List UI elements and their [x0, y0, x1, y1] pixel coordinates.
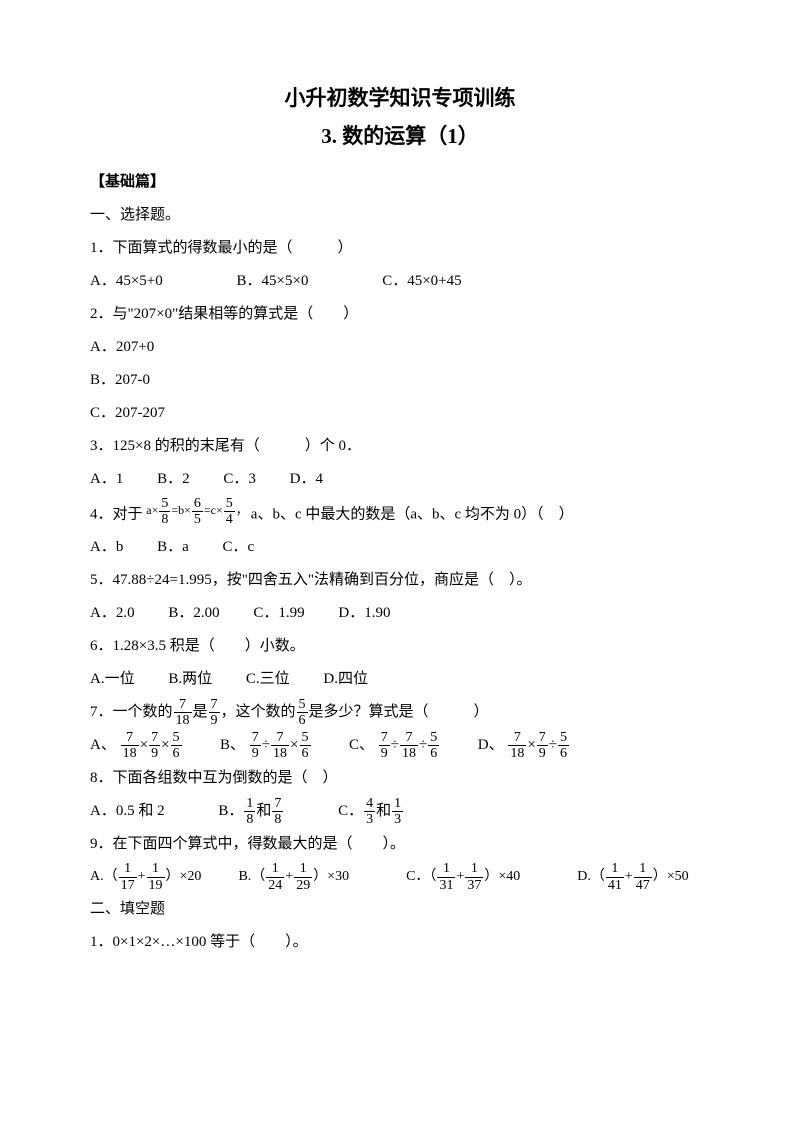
- q6-c: C.三位: [246, 671, 290, 687]
- q6-d: D.四位: [323, 671, 368, 687]
- q5-a: A．2.0: [90, 605, 135, 621]
- q4-ob: B．a: [157, 539, 189, 555]
- q4-post: a、b、c 中最大的数是（a、b、c 均不为 0）（ ）: [251, 506, 574, 522]
- q2-text: 2．与"207×0"结果相等的算式是（ ）: [90, 298, 710, 331]
- q5-text: 5．47.88÷24=1.995，按"四舍五入"法精确到百分位，商应是（ ）。: [90, 564, 710, 597]
- q3-text: 3．125×8 的积的末尾有（ ）个 0．: [90, 430, 710, 463]
- page: 小升初数学知识专项训练 3. 数的运算（1） 【基础篇】 一、选择题。 1．下面…: [0, 0, 800, 1019]
- q9-text: 9．在下面四个算式中，得数最大的是（ ）。: [90, 828, 710, 861]
- q6-b: B.两位: [168, 671, 212, 687]
- q3-d: D．4: [290, 471, 323, 487]
- q4-pre: 4．对于: [90, 506, 143, 522]
- q5-b: B．2.00: [168, 605, 219, 621]
- q1-options: A．45×5+0 B．45×5×0 C．45×0+45: [90, 265, 710, 298]
- q1-b: B．45×5×0: [237, 273, 309, 289]
- q8-options: A．0.5 和 2 B．18和78 C．43和13: [90, 795, 710, 828]
- q3-b: B．2: [157, 471, 190, 487]
- q8-b: B．: [218, 803, 243, 819]
- q5-c: C．1.99: [253, 605, 304, 621]
- q7-oa: A、: [90, 737, 116, 753]
- main-title: 小升初数学知识专项训练: [90, 80, 710, 118]
- q7-text: 7．一个数的718是79，这个数的56是多少？算式是（ ）: [90, 696, 710, 729]
- q8-c: C．: [338, 803, 363, 819]
- q3-a: A．1: [90, 471, 123, 487]
- q6-a: A.一位: [90, 671, 135, 687]
- q4-text: 4．对于 a×58=b×65=c×54， a、b、c 中最大的数是（a、b、c …: [90, 496, 710, 532]
- q5-options: A．2.0 B．2.00 C．1.99 D．1.90: [90, 597, 710, 630]
- q4-oc: C．c: [223, 539, 255, 555]
- section1-heading: 一、选择题。: [90, 199, 710, 232]
- q4-oa: A．b: [90, 539, 123, 555]
- q4-a: a×: [146, 503, 158, 517]
- q7-options: A、 718×79×56 B、 79÷718×56 C、 79÷718÷56 D…: [90, 729, 710, 762]
- q2-a: A．207+0: [90, 331, 710, 364]
- q1-c: C．45×0+45: [382, 273, 461, 289]
- q9-d: D.（: [577, 869, 605, 884]
- q6-text: 6．1.28×3.5 积是（ ）小数。: [90, 630, 710, 663]
- section-basic: 【基础篇】: [90, 166, 710, 199]
- q2-c: C．207-207: [90, 397, 710, 430]
- fill-q1: 1．0×1×2×…×100 等于（ ）。: [90, 926, 710, 959]
- q4-options: A．b B．a C．c: [90, 531, 710, 564]
- q3-c: C．3: [223, 471, 256, 487]
- q9-b: B.（: [238, 869, 265, 884]
- q9-options: A.（117+119）×20 B.（124+129）×30 C．（131+137…: [90, 861, 710, 893]
- q8-text: 8．下面各组数中互为倒数的是（ ）: [90, 762, 710, 795]
- subtitle: 3. 数的运算（1）: [90, 118, 710, 156]
- q1-a: A．45×5+0: [90, 273, 163, 289]
- q7-od: D、: [478, 737, 504, 753]
- q2-b: B．207-0: [90, 364, 710, 397]
- q7-oc: C、: [349, 737, 374, 753]
- fraction: 718: [174, 697, 192, 729]
- q7-ob: B、: [220, 737, 245, 753]
- q8-a: A．0.5 和 2: [90, 803, 165, 819]
- q3-options: A．1 B．2 C．3 D．4: [90, 463, 710, 496]
- q1-text: 1．下面算式的得数最小的是（ ）: [90, 232, 710, 265]
- q6-options: A.一位 B.两位 C.三位 D.四位: [90, 663, 710, 696]
- section2-heading: 二、填空题: [90, 893, 710, 926]
- q9-a: A.（: [90, 869, 118, 884]
- q5-d: D．1.90: [338, 605, 390, 621]
- q9-c: C．（: [406, 869, 436, 884]
